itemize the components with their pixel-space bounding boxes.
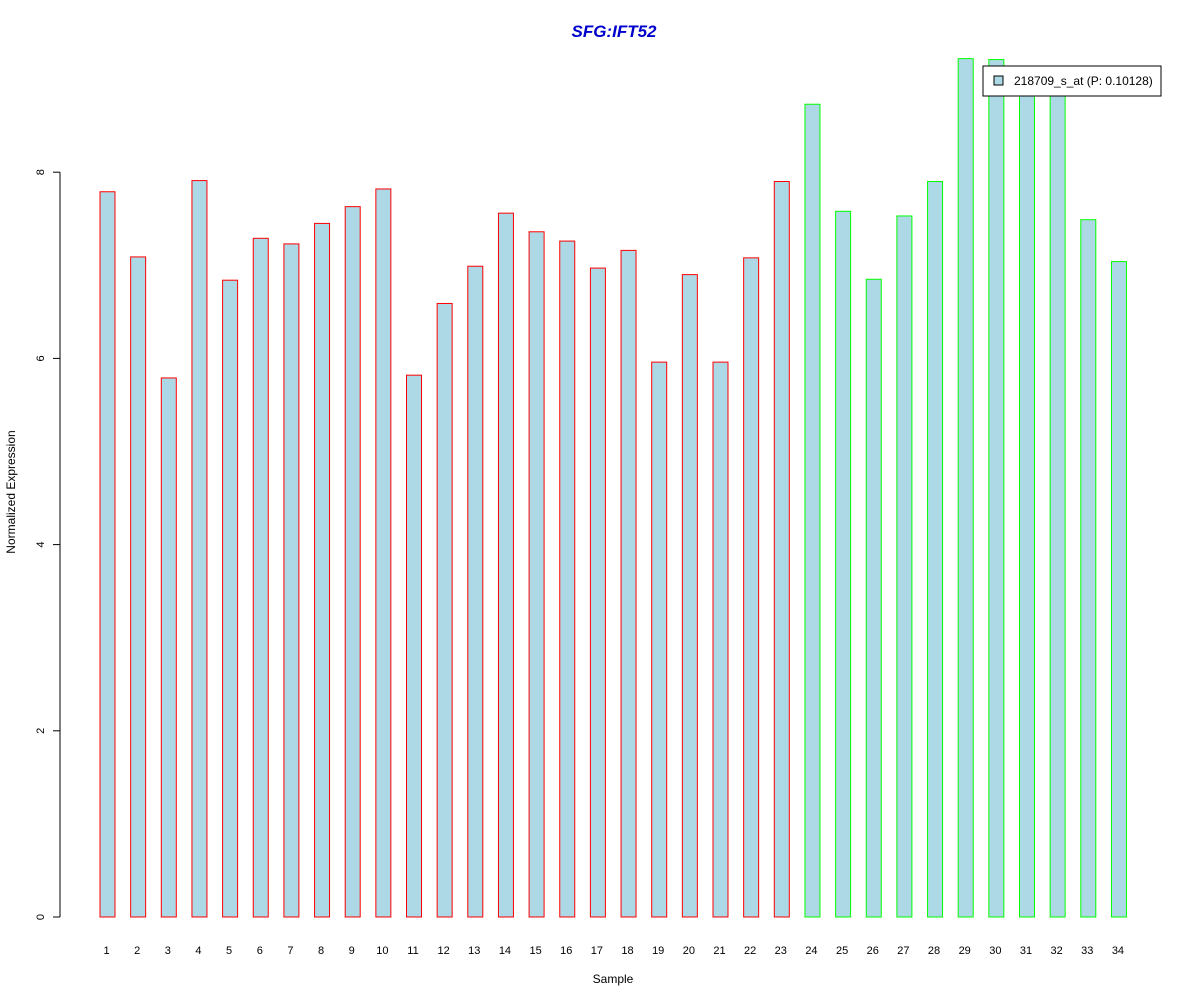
x-tick-label-34: 34: [1112, 945, 1124, 957]
bar-14: [497, 212, 514, 918]
bar-16: [559, 240, 576, 918]
x-tick-label-14: 14: [499, 945, 511, 957]
x-tick-label-17: 17: [591, 945, 603, 957]
bar-12: [436, 302, 453, 918]
bar-32: [1049, 86, 1066, 918]
x-tick-label-33: 33: [1081, 945, 1093, 957]
bar-4: [191, 180, 208, 918]
x-tick-label-18: 18: [621, 945, 633, 957]
bar-15: [528, 231, 545, 918]
x-tick-label-5: 5: [226, 945, 232, 957]
x-tick-label-25: 25: [836, 945, 848, 957]
y-axis: 0 2 4 6 8: [35, 169, 61, 920]
bar-1: [99, 191, 116, 918]
bar-3: [160, 377, 177, 918]
y-tick-label-8: 8: [35, 169, 47, 175]
legend: 218709_s_at (P: 0.10128): [982, 65, 1162, 97]
x-tick-label-1: 1: [103, 945, 109, 957]
bar-18: [620, 249, 637, 918]
bar-20: [681, 274, 698, 918]
bar-28: [927, 181, 944, 918]
bar-34: [1110, 261, 1127, 918]
legend-swatch: [993, 75, 1004, 86]
x-tick-label-11: 11: [407, 945, 418, 957]
bar-29: [957, 58, 974, 918]
bar-9: [344, 206, 361, 918]
x-tick-label-20: 20: [683, 945, 695, 957]
x-tick-label-7: 7: [287, 945, 293, 957]
legend-entry: 218709_s_at (P: 0.10128): [1014, 74, 1153, 88]
legend-box: [982, 65, 1162, 97]
x-tick-label-15: 15: [529, 945, 541, 957]
x-tick-label-27: 27: [897, 945, 909, 957]
bar-13: [467, 265, 484, 918]
bar-2: [130, 256, 147, 918]
x-tick-label-9: 9: [349, 945, 355, 957]
bar-22: [743, 257, 760, 918]
x-tick-label-16: 16: [560, 945, 572, 957]
bar-19: [651, 361, 668, 918]
x-tick-label-4: 4: [195, 945, 201, 957]
x-tick-label-29: 29: [959, 945, 971, 957]
y-tick-label-2: 2: [35, 728, 47, 734]
x-tick-label-2: 2: [134, 945, 140, 957]
bar-31: [1019, 85, 1035, 918]
chart-title: SFG:IFT52: [571, 22, 657, 41]
x-tick-label-3: 3: [165, 945, 171, 957]
bar-17: [589, 267, 606, 918]
bar-30: [988, 59, 1005, 918]
x-tick-label-32: 32: [1051, 945, 1063, 957]
bar-21: [712, 361, 729, 918]
y-tick-label-0: 0: [35, 914, 47, 920]
x-tick-label-26: 26: [867, 945, 879, 957]
bar-27: [896, 215, 913, 918]
bars-group: [99, 58, 1127, 918]
x-tick-label-10: 10: [376, 945, 388, 957]
x-tick-label-22: 22: [744, 945, 756, 957]
x-tick-label-6: 6: [257, 945, 263, 957]
x-tick-label-30: 30: [989, 945, 1001, 957]
x-tick-label-28: 28: [928, 945, 940, 957]
bar-11: [406, 374, 422, 918]
x-tick-label-23: 23: [775, 945, 787, 957]
bar-25: [835, 210, 852, 918]
bar-24: [804, 103, 821, 918]
x-tick-label-19: 19: [652, 945, 664, 957]
bar-33: [1080, 219, 1097, 918]
x-tick-label-13: 13: [468, 945, 480, 957]
bar-23: [773, 181, 790, 918]
x-tick-label-8: 8: [318, 945, 324, 957]
x-axis-label: Sample: [593, 972, 634, 986]
y-axis-label: Normalized Expression: [4, 430, 18, 553]
bar-6: [252, 237, 269, 918]
x-tick-label-31: 31: [1020, 945, 1032, 957]
bar-5: [222, 279, 239, 918]
x-tick-label-21: 21: [713, 945, 725, 957]
y-tick-label-4: 4: [35, 542, 47, 548]
x-tick-label-24: 24: [805, 945, 817, 957]
bar-8: [314, 222, 331, 918]
bar-10: [375, 188, 392, 918]
bar-26: [865, 278, 882, 918]
bar-7: [283, 243, 300, 918]
x-tick-label-12: 12: [438, 945, 450, 957]
y-tick-label-6: 6: [35, 355, 47, 361]
x-axis: 1 2 3 4 5 6 7 8 9 10 11 12 13 14 15 16 17 18 19 20 21 22 23 24 2…: [103, 945, 1124, 957]
